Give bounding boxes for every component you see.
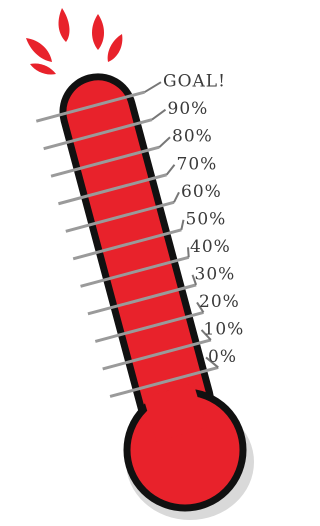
level-label: 40% [190,237,231,257]
leader-line [144,82,161,92]
level-label: 70% [177,154,218,174]
page: GOAL!90%80%70%60%50%40%30%20%10%0% (() =… [0,0,320,526]
splash [26,8,122,75]
level-label: GOAL! [163,72,226,92]
level-label: 60% [181,182,222,202]
level-label: 30% [195,264,236,284]
leader-line [181,220,183,230]
level-label: 80% [172,127,213,147]
level-label: 10% [204,319,245,339]
level-label: 0% [208,347,237,367]
bulb-joint [150,405,200,420]
leader-line [188,247,189,257]
leader-line [159,137,170,147]
level-label: 90% [168,99,209,119]
leader-line [174,192,179,202]
leader-line [152,110,166,120]
level-label: 20% [199,292,240,312]
leader-line [167,165,175,175]
level-label: 50% [186,209,227,229]
thermometer-illustration: GOAL! 90% 80% 70% 60% 50% 40% 30% 20% 10% 0% [0,0,262,526]
